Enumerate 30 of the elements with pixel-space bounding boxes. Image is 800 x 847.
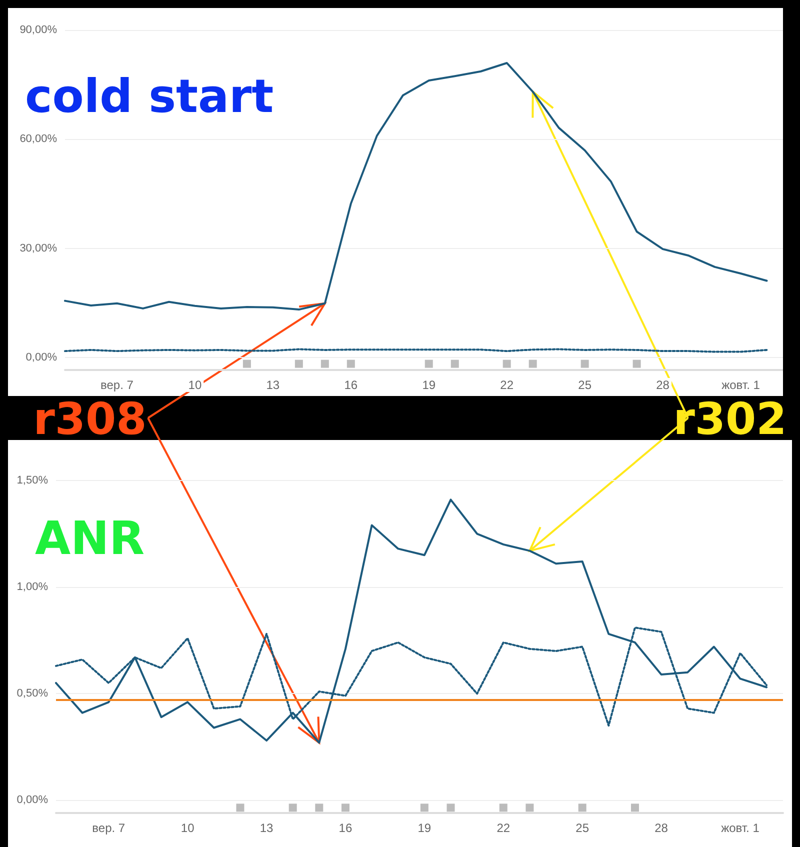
x-tick-label: 13	[266, 378, 280, 392]
y-tick-label: 0,50%	[16, 688, 48, 700]
x-tick-label: 28	[656, 378, 670, 392]
text: ANR	[35, 511, 145, 565]
y-tick-label: 90,00%	[20, 24, 58, 36]
x-tick-label: жовт. 1	[721, 821, 760, 835]
x-tick-label: 13	[260, 821, 274, 835]
x-tick-label: 28	[654, 821, 668, 835]
x-tick-label: 22	[500, 378, 514, 392]
x-tick-label: 16	[338, 821, 352, 835]
x-tick-label: 19	[418, 821, 432, 835]
y-tick-label: 0,00%	[26, 352, 58, 364]
x-tick-label: вер. 7	[92, 821, 126, 835]
x-tick-label: жовт. 1	[722, 378, 760, 392]
x-tick-label: 10	[180, 821, 195, 835]
text: cold start	[25, 69, 274, 123]
annotation: r302	[673, 394, 787, 445]
x-tick-label: вер. 7	[100, 378, 134, 392]
x-tick-label: 22	[496, 821, 510, 835]
y-tick-label: 30,00%	[20, 242, 58, 254]
x-tick-label: 25	[578, 378, 592, 392]
y-tick-label: 1,00%	[16, 581, 48, 594]
y-tick-label: 0,00%	[16, 794, 48, 806]
x-tick-label: 10	[188, 378, 202, 392]
x-tick-label: 25	[576, 821, 590, 835]
y-tick-label: 60,00%	[20, 133, 58, 146]
x-tick-label: 16	[344, 378, 358, 392]
y-tick-label: 1,50%	[16, 474, 48, 486]
annotation: r308	[33, 394, 147, 445]
x-tick-label: 19	[422, 378, 436, 392]
